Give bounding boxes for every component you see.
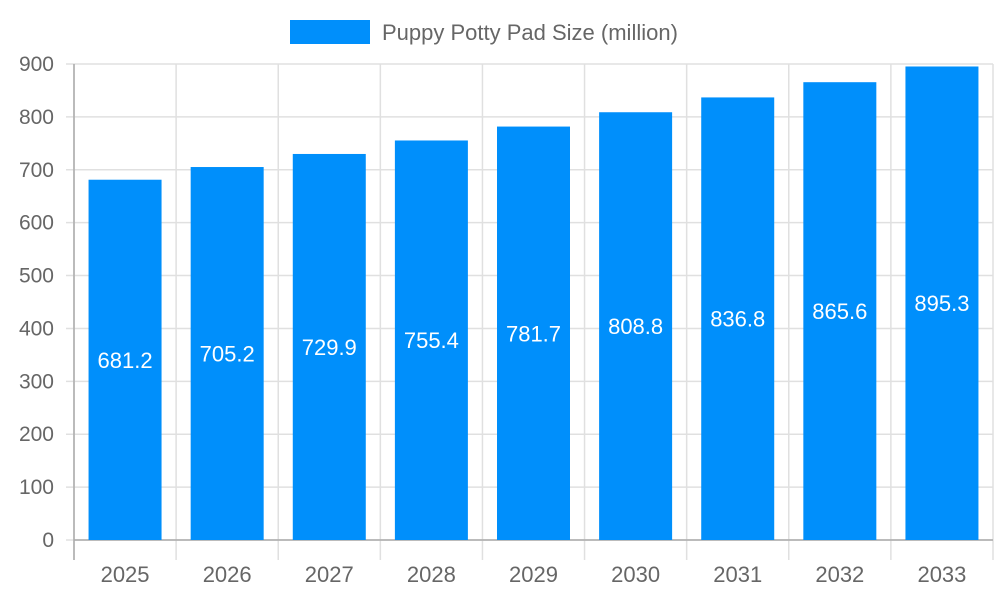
y-tick-label: 500 [19, 265, 54, 288]
bar [88, 179, 162, 540]
x-tick-label: 2026 [203, 562, 252, 587]
x-tick-label: 2027 [305, 562, 354, 587]
bar [803, 82, 877, 540]
data-label: 895.3 [914, 291, 969, 316]
y-tick-label: 600 [19, 212, 54, 235]
y-tick-label: 700 [19, 159, 54, 182]
y-tick-label: 900 [19, 53, 54, 76]
bar [190, 167, 264, 540]
x-tick-label: 2031 [713, 562, 762, 587]
x-tick-label: 2028 [407, 562, 456, 587]
legend-swatch [290, 20, 370, 44]
data-label: 681.2 [98, 348, 153, 373]
bar [394, 140, 468, 540]
data-label: 808.8 [608, 314, 663, 339]
data-label: 836.8 [710, 307, 765, 332]
legend-label: Puppy Potty Pad Size (million) [382, 20, 678, 45]
bar [292, 153, 366, 541]
x-tick-label: 2033 [917, 562, 966, 587]
x-tick-label: 2030 [611, 562, 660, 587]
y-tick-label: 100 [19, 476, 54, 499]
data-label: 781.7 [506, 321, 561, 346]
x-tick-label: 2029 [509, 562, 558, 587]
y-tick-label: 200 [19, 423, 54, 446]
bar [599, 112, 673, 540]
data-label: 705.2 [200, 342, 255, 367]
bar [701, 97, 775, 540]
data-label: 729.9 [302, 335, 357, 360]
y-tick-label: 0 [42, 529, 54, 552]
data-label: 755.4 [404, 328, 459, 353]
x-tick-label: 2032 [815, 562, 864, 587]
y-tick-label: 800 [19, 106, 54, 129]
bar [905, 66, 979, 540]
y-tick-label: 300 [19, 370, 54, 393]
bar [497, 126, 570, 540]
x-tick-label: 2025 [101, 562, 150, 587]
y-tick-label: 400 [19, 317, 54, 340]
data-label: 865.6 [812, 299, 867, 324]
